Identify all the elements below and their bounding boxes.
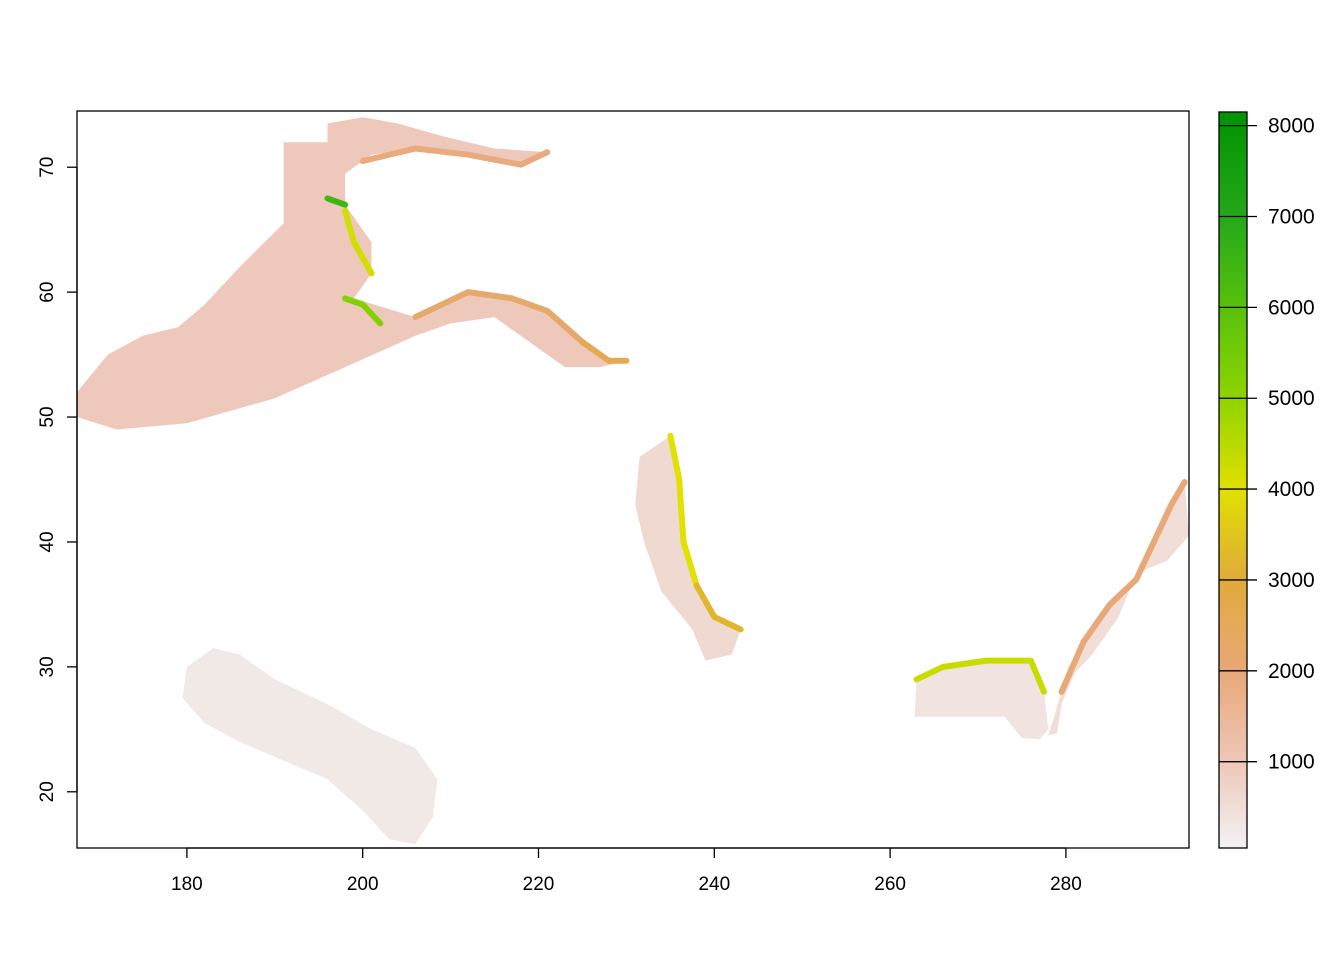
coastal-band-bering-ne — [342, 207, 375, 277]
x-tick-label: 280 — [1050, 874, 1082, 895]
coastal-band-arctic-coast — [359, 145, 551, 168]
colorbar-tick-label: 8000 — [1268, 115, 1315, 138]
region-hawaii — [182, 648, 438, 845]
coastal-band-se-alaska — [579, 339, 630, 364]
y-tick-label: 50 — [37, 406, 58, 427]
region-us-west-coast — [635, 435, 741, 661]
colorbar-tick-label: 5000 — [1268, 387, 1315, 410]
coastal-band-pacific-nw — [667, 432, 700, 589]
coastal-bands — [324, 145, 1188, 695]
coastal-band-gulf-of-alaska — [412, 289, 586, 346]
region-gulf-of-mexico — [914, 660, 1049, 740]
colorbar-tick-label: 4000 — [1268, 478, 1315, 501]
y-axis: 20 30 40 50 60 70 — [37, 157, 78, 802]
raster-regions — [77, 117, 1189, 845]
x-tick-label: 220 — [523, 874, 555, 895]
colorbar-ticks: 1000 2000 3000 4000 5000 6000 7000 8000 — [1219, 115, 1315, 774]
y-tick-label: 70 — [37, 157, 58, 178]
x-tick-label: 180 — [171, 874, 203, 895]
colorbar — [1218, 111, 1248, 849]
coastal-band-norton-sound — [324, 195, 349, 208]
y-tick-label: 40 — [37, 531, 58, 552]
colorbar-tick-label: 6000 — [1268, 296, 1315, 319]
x-axis: 180 200 220 240 260 280 — [171, 847, 1082, 895]
colorbar-tick-label: 7000 — [1268, 205, 1315, 228]
coastal-band-california-south — [693, 582, 744, 633]
region-alaska-aleutians — [77, 117, 627, 430]
coastal-band-east-coast-shelf — [1058, 479, 1188, 695]
colorbar-tick-label: 2000 — [1268, 660, 1315, 683]
colorbar-tick-label: 3000 — [1268, 569, 1315, 592]
y-tick-label: 20 — [37, 781, 58, 802]
y-tick-label: 30 — [37, 656, 58, 677]
coastal-band-bristol-bay — [342, 295, 384, 327]
y-tick-label: 60 — [37, 282, 58, 303]
x-tick-label: 200 — [347, 874, 379, 895]
region-us-east-coast — [1048, 482, 1189, 736]
colorbar-tick-label: 1000 — [1268, 751, 1315, 774]
coastal-band-gulf-coast — [913, 657, 1047, 695]
x-tick-label: 260 — [874, 874, 906, 895]
x-tick-label: 240 — [698, 874, 730, 895]
